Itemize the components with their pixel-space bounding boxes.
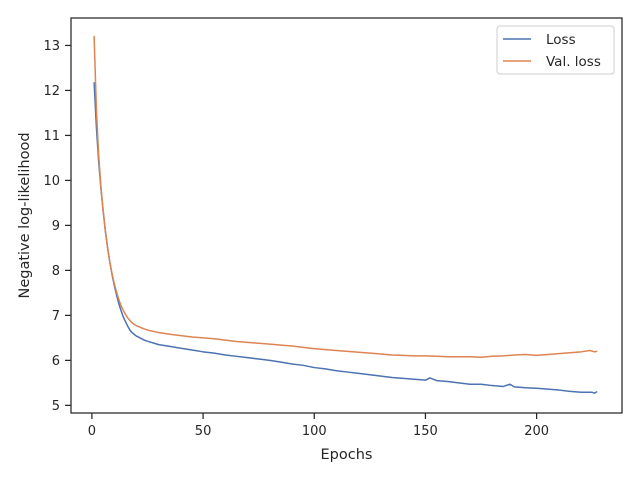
series-line-val-loss [93,35,598,358]
y-tick-label: 11 [43,129,60,144]
x-axis-ticks: 0 50 100 150 200 [88,413,549,439]
y-axis-label: Negative log-likelihood [17,132,33,298]
legend-label-val-loss: Val. loss [546,54,601,70]
legend: Loss Val. loss [496,25,615,75]
x-tick-label: 200 [524,424,549,439]
x-tick-label: 100 [302,424,327,439]
series-line-loss [93,82,598,394]
y-tick-label: 12 [43,84,60,99]
y-tick-label: 10 [43,174,60,189]
x-axis-label: Epochs [321,447,373,463]
y-tick-label: 5 [52,399,60,414]
legend-label-loss: Loss [546,32,576,48]
x-tick-label: 0 [88,424,96,439]
y-tick-label: 13 [43,39,60,54]
y-tick-label: 7 [52,309,60,324]
series-layer [93,35,598,394]
y-axis-ticks: 5 6 7 8 9 10 11 12 13 [43,39,71,414]
axes-frame [70,17,623,414]
legend-box [496,25,615,75]
y-tick-label: 6 [52,354,60,369]
x-tick-label: 50 [195,424,212,439]
y-tick-label: 9 [52,219,60,234]
x-tick-label: 150 [413,424,438,439]
y-tick-label: 8 [52,264,60,279]
